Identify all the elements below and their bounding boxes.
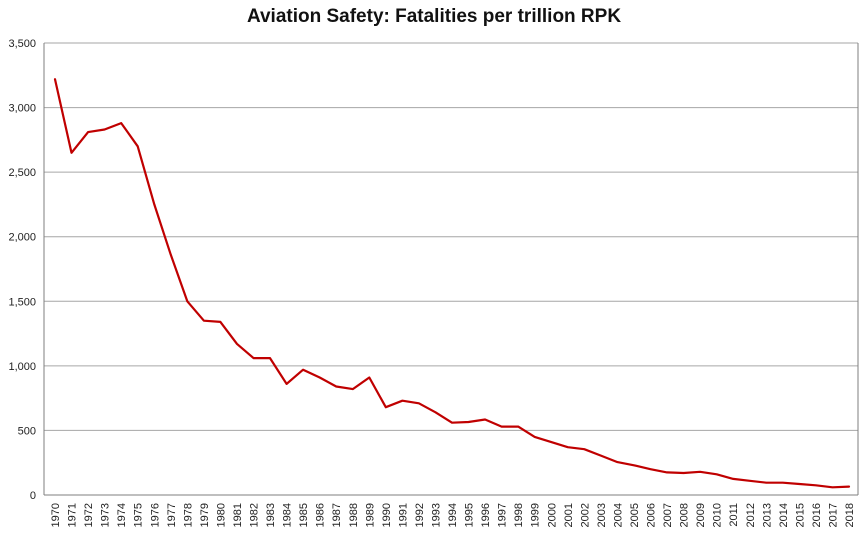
x-tick-label: 2008 bbox=[679, 503, 691, 527]
x-tick-label: 2012 bbox=[745, 503, 757, 527]
x-tick-label: 1989 bbox=[364, 503, 376, 527]
x-tick-label: 2015 bbox=[794, 503, 806, 527]
x-tick-label: 1981 bbox=[232, 503, 244, 527]
x-tick-label: 1983 bbox=[265, 503, 277, 527]
x-tick-label: 1975 bbox=[133, 503, 145, 527]
x-tick-label: 1993 bbox=[430, 503, 442, 527]
x-tick-label: 1973 bbox=[100, 503, 112, 527]
y-tick-label: 2,000 bbox=[8, 232, 36, 244]
x-tick-label: 1987 bbox=[331, 503, 343, 527]
x-tick-label: 2004 bbox=[612, 503, 624, 527]
x-tick-label: 2014 bbox=[778, 503, 790, 527]
x-tick-label: 1982 bbox=[249, 503, 261, 527]
x-tick-label: 1978 bbox=[182, 503, 194, 527]
x-tick-label: 1999 bbox=[530, 503, 542, 527]
y-tick-label: 2,500 bbox=[8, 167, 36, 179]
x-tick-label: 1979 bbox=[199, 503, 211, 527]
x-tick-label: 2016 bbox=[811, 503, 823, 527]
x-tick-label: 1988 bbox=[348, 503, 360, 527]
x-tick-label: 1992 bbox=[414, 503, 426, 527]
y-tick-label: 1,000 bbox=[8, 361, 36, 373]
x-tick-label: 2001 bbox=[563, 503, 575, 527]
x-tick-label: 2002 bbox=[579, 503, 591, 527]
x-tick-label: 2009 bbox=[695, 503, 707, 527]
x-tick-label: 1996 bbox=[480, 503, 492, 527]
x-tick-label: 2007 bbox=[662, 503, 674, 527]
x-tick-label: 1980 bbox=[215, 503, 227, 527]
x-tick-label: 2006 bbox=[646, 503, 658, 527]
x-tick-label: 1997 bbox=[497, 503, 509, 527]
x-tick-label: 1977 bbox=[166, 503, 178, 527]
x-tick-label: 1970 bbox=[50, 503, 62, 527]
x-tick-label: 2000 bbox=[546, 503, 558, 527]
x-tick-label: 2003 bbox=[596, 503, 608, 527]
y-tick-label: 3,000 bbox=[8, 103, 36, 115]
x-tick-label: 1971 bbox=[67, 503, 79, 527]
chart-title: Aviation Safety: Fatalities per trillion… bbox=[246, 6, 622, 27]
x-tick-label: 2010 bbox=[712, 503, 724, 527]
x-tick-label: 1990 bbox=[381, 503, 393, 527]
x-tick-label: 1976 bbox=[149, 503, 161, 527]
y-tick-label: 0 bbox=[30, 490, 36, 502]
x-tick-label: 2011 bbox=[728, 503, 740, 527]
x-tick-label: 2005 bbox=[629, 503, 641, 527]
y-tick-label: 500 bbox=[18, 425, 36, 437]
x-tick-label: 1998 bbox=[513, 503, 525, 527]
x-tick-label: 2018 bbox=[844, 503, 856, 527]
x-tick-label: 1991 bbox=[397, 503, 409, 527]
series-line bbox=[53, 78, 851, 489]
x-tick-label: 1986 bbox=[315, 503, 327, 527]
x-tick-label: 1984 bbox=[282, 503, 294, 527]
x-tick-label: 2017 bbox=[827, 503, 839, 527]
x-tick-label: 1995 bbox=[464, 503, 476, 527]
x-tick-label: 2013 bbox=[761, 503, 773, 527]
y-tick-label: 1,500 bbox=[8, 296, 36, 308]
x-tick-label: 1974 bbox=[116, 503, 128, 527]
x-tick-label: 1985 bbox=[298, 503, 310, 527]
y-tick-label: 3,500 bbox=[8, 38, 36, 50]
x-tick-label: 1972 bbox=[83, 503, 95, 527]
x-tick-label: 1994 bbox=[447, 503, 459, 527]
